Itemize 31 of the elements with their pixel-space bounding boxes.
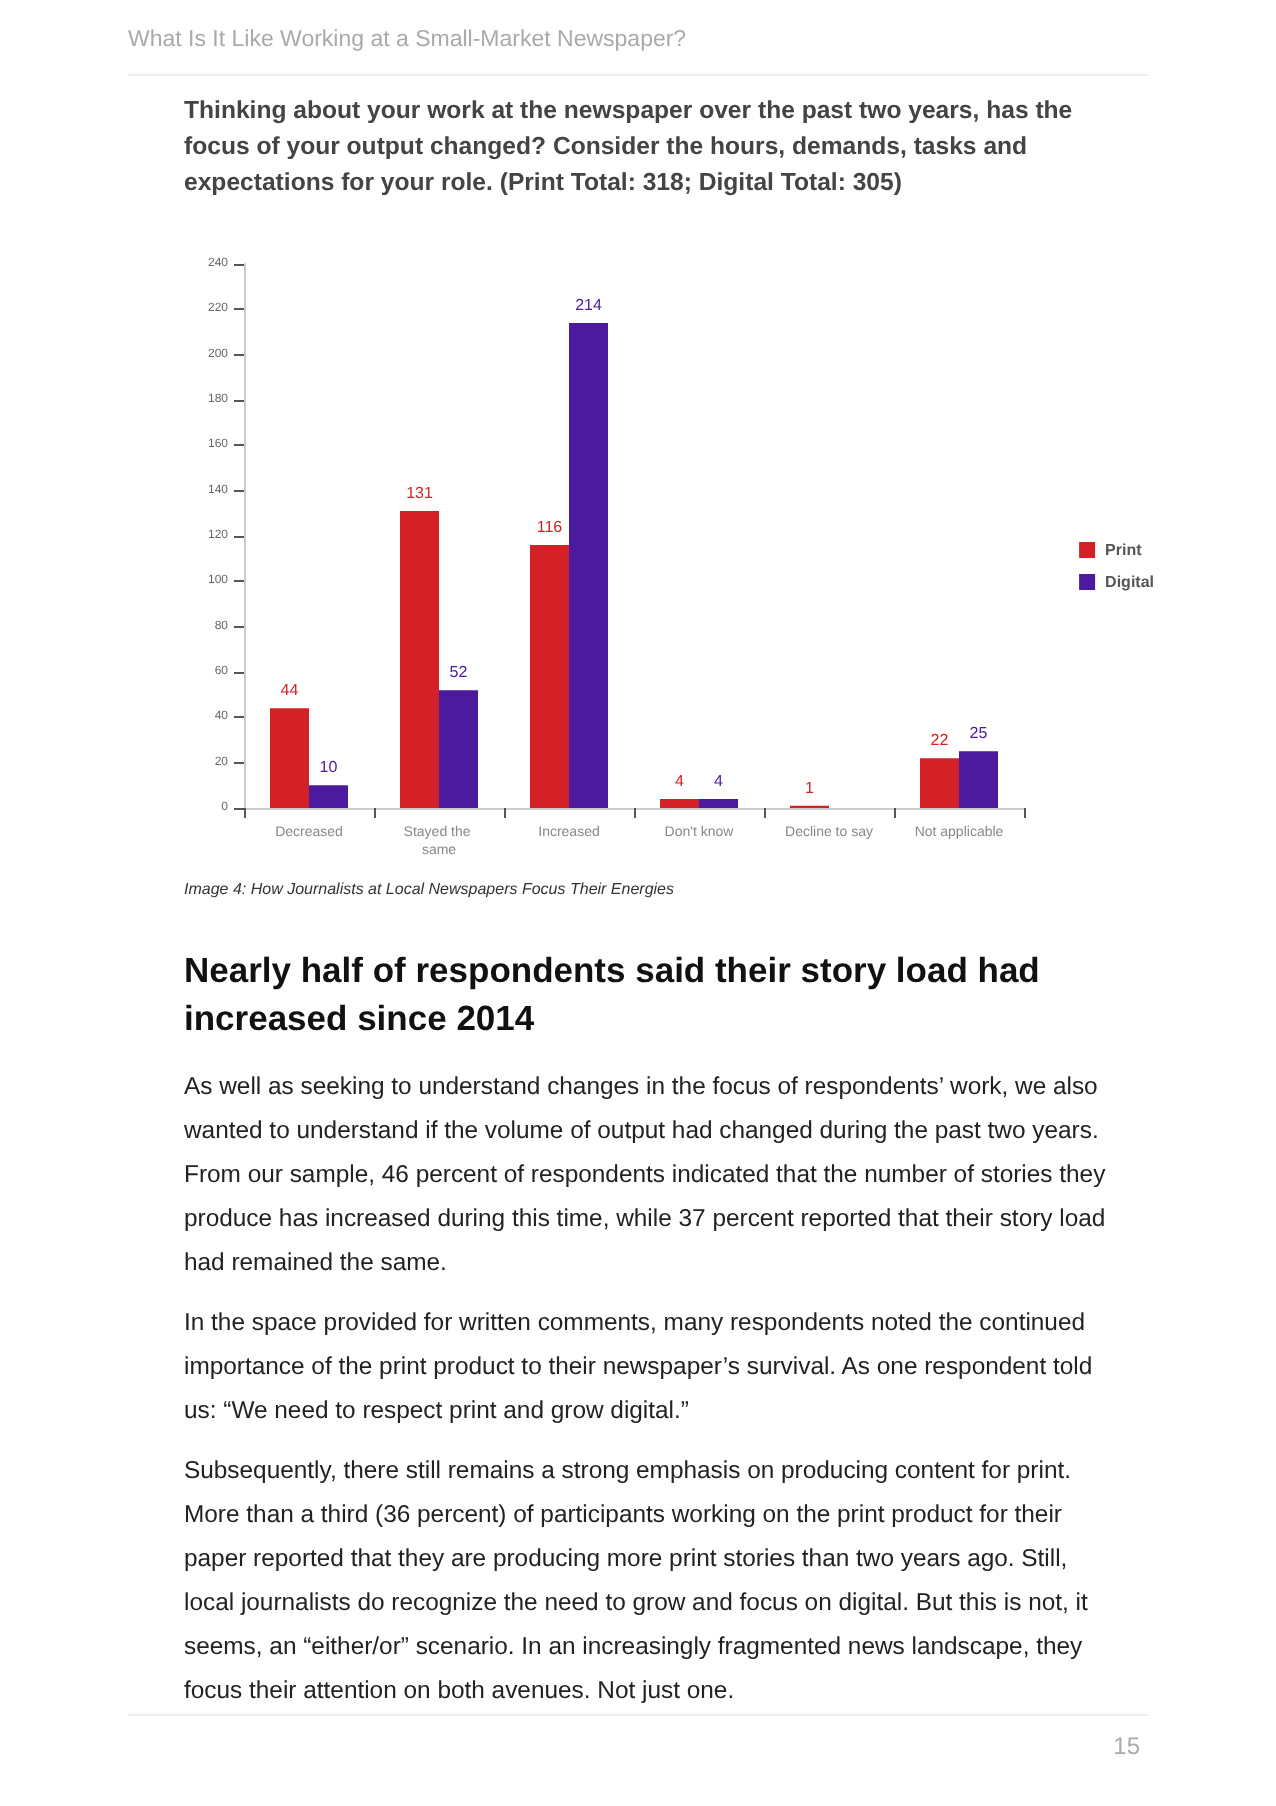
legend-label: Digital <box>1105 573 1155 591</box>
bar <box>309 785 348 808</box>
text: As well as seeking to understand changes in the focus of respondents’ work, we also wanted to understand if the volume of output had changed during the past two years. From our sample, 46 percent of respondents indicated that the number of stories they produce has increased during this time, while 37 percent reported that their story load had remained the same. <box>184 1070 1108 1280</box>
bar <box>270 708 309 808</box>
chart-title: Thinking about your work at the newspaper over the past two years, has the focus of your output changed? Consider the hours, demands, tasks and expectations for your role. (Print Total: 318; Digital Total: 305) <box>184 94 1075 200</box>
text: Subsequently, there still remains a strong emphasis on producing content for print. More than a third (36 percent) of participants working on the print product for their paper reported that they are producing more print stories than two years ago. Still, local journalists do recognize the need to grow and focus on digital. But this is not, it seems, an “either/or” scenario. In an increasingly fragmented news landscape, they focus their attention on both avenues. Not just one. <box>184 1454 1090 1708</box>
data-label: 214 <box>575 295 603 314</box>
data-label: 116 <box>536 518 564 537</box>
text: Image 4: How Journalists at Local Newspapers Focus Their Energies <box>184 880 674 898</box>
data-label: 4 <box>714 771 725 790</box>
data-label: 44 <box>280 681 300 700</box>
data-label: 22 <box>930 731 950 750</box>
bar <box>530 545 569 808</box>
bar <box>699 798 738 808</box>
text: Nearly half of respondents said their story load had increased since 2014 <box>184 948 1042 1042</box>
data-label: 10 <box>319 758 339 777</box>
bar <box>569 322 608 808</box>
data-label: 52 <box>449 663 469 682</box>
bar <box>400 511 439 808</box>
data-label: 1 <box>805 778 816 797</box>
bar <box>439 690 478 808</box>
text: What Is It Like Working at a Small-Market Newspaper? <box>128 28 687 52</box>
text: In the space provided for written comments, many respondents noted the continued importance of the print product to their newspaper’s survival. As one respondent told us: “We need to respect print and grow digital.” <box>184 1306 1095 1428</box>
data-label: 25 <box>969 724 989 743</box>
bar <box>660 798 699 808</box>
bar <box>920 758 959 808</box>
bar <box>959 751 998 808</box>
data-label: 131 <box>406 484 434 503</box>
text: 15 <box>1113 1732 1140 1760</box>
legend-label: Print <box>1105 541 1143 559</box>
data-label: 4 <box>675 771 686 790</box>
